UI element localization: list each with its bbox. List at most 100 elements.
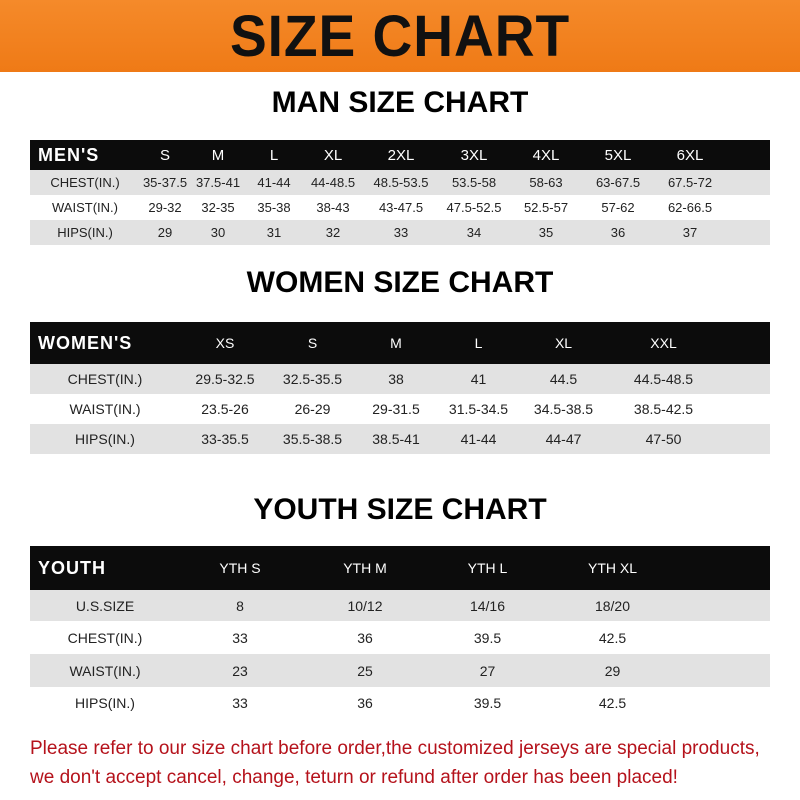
cell: 33	[232, 629, 248, 646]
cell: 32.5-35.5	[282, 371, 343, 387]
cell: M	[211, 146, 225, 164]
women-title: WOMEN SIZE CHART	[246, 266, 554, 299]
banner-title: SIZE CHART	[229, 3, 571, 69]
cell: 48.5-53.5	[373, 175, 429, 190]
row-label: MEN'S	[38, 144, 100, 165]
cell: 36	[357, 694, 373, 711]
cell: L	[269, 146, 279, 164]
row-label: HIPS(IN.)	[75, 431, 135, 447]
header-row: YOUTH YTH S YTH M YTH L YTH XL	[30, 546, 770, 590]
cell: 29-32	[148, 200, 182, 215]
cell: 18/20	[594, 597, 631, 614]
cell: 5XL	[604, 146, 632, 164]
cell: 35	[538, 225, 554, 240]
row-label: CHEST(IN.)	[67, 629, 143, 646]
table-row: CHEST(IN.) 29.5-32.5 32.5-35.5 38 41 44.5 44.5…	[30, 364, 770, 394]
cell: 36	[610, 225, 626, 240]
cell: 27	[479, 662, 496, 679]
cell: XXL	[650, 335, 677, 351]
cell: 23.5-26	[201, 401, 249, 417]
cell: 38.5-41	[372, 431, 420, 447]
table-row: CHEST(IN.) 33 36 39.5 42.5	[30, 621, 770, 654]
cell: 38	[388, 371, 404, 387]
table-row: WAIST(IN.) 23 25 27 29	[30, 654, 770, 687]
men-title: MAN SIZE CHART	[271, 86, 529, 119]
cell: 62-66.5	[667, 200, 713, 215]
cell: 10/12	[347, 597, 383, 614]
cell: 34.5-38.5	[533, 401, 594, 417]
cell: 29	[157, 225, 173, 240]
cell: 41-44	[257, 175, 291, 190]
cell: 43-47.5	[378, 200, 424, 215]
cell: 14/16	[469, 597, 506, 614]
cell: 38-43	[316, 200, 350, 215]
cell: XL	[554, 335, 573, 351]
men-table: MEN'S S M L XL 2XL 3XL 4XL 5XL 6XL CHEST(IN.) 35-37…	[30, 140, 770, 245]
cell: 35-37.5	[142, 175, 188, 190]
notice: Please refer to our size chart before or…	[30, 734, 790, 792]
cell: L	[474, 335, 483, 351]
cell: 33	[232, 694, 248, 711]
cell: YTH M	[343, 560, 387, 576]
cell: 4XL	[532, 146, 560, 164]
cell: 67.5-72	[667, 175, 713, 190]
cell: 30	[210, 225, 226, 240]
row-label: WAIST(IN.)	[52, 200, 118, 215]
cell: 53.5-58	[451, 175, 497, 190]
cell: S	[307, 335, 318, 351]
cell: 33-35.5	[201, 431, 249, 447]
cell: 25	[357, 662, 373, 679]
cell: 42.5	[598, 694, 627, 711]
cell: 44-48.5	[310, 175, 356, 190]
women-table: WOMEN'S XS S M L XL XXL CHEST(IN.) 29.5-32.5 32.5…	[30, 322, 770, 454]
table-row: HIPS(IN.) 33-35.5 35.5-38.5 38.5-41 41-44 44-…	[30, 424, 770, 454]
cell: 39.5	[473, 694, 502, 711]
row-label: U.S.SIZE	[75, 597, 135, 614]
row-label: WAIST(IN.)	[69, 662, 141, 679]
table-row: WAIST(IN.) 23.5-26 26-29 29-31.5 31.5-34.5 34…	[30, 394, 770, 424]
table-row: WAIST(IN.) 29-32 32-35 35-38 38-43 43-47.5 47.…	[30, 195, 770, 220]
cell: 41-44	[460, 431, 497, 447]
cell: 31	[266, 225, 282, 240]
cell: 32	[325, 225, 341, 240]
cell: S	[159, 146, 170, 164]
table-row: CHEST(IN.) 35-37.5 37.5-41 41-44 44-48.5 48.5…	[30, 170, 770, 195]
cell: 3XL	[460, 146, 488, 164]
cell: 36	[357, 629, 373, 646]
cell: 37	[682, 225, 698, 240]
cell: YTH XL	[587, 560, 637, 576]
cell: 29-31.5	[372, 401, 420, 417]
row-label: WOMEN'S	[38, 332, 133, 353]
youth-title: YOUTH SIZE CHART	[253, 493, 547, 526]
row-label: WAIST(IN.)	[69, 401, 141, 417]
cell: 58-63	[529, 175, 563, 190]
header-row: MEN'S S M L XL 2XL 3XL 4XL 5XL 6XL	[30, 140, 770, 170]
cell: 23	[232, 662, 248, 679]
cell: 44-47	[545, 431, 582, 447]
cell: 52.5-57	[523, 200, 569, 215]
table-row: U.S.SIZE 8 10/12 14/16 18/20	[30, 590, 770, 621]
row-label: HIPS(IN.)	[75, 694, 135, 711]
cell: 29	[604, 662, 621, 679]
table-row: HIPS(IN.) 33 36 39.5 42.5	[30, 687, 770, 718]
cell: 6XL	[676, 146, 704, 164]
table-row: HIPS(IN.) 29 30 31 32 33 34 35 36 37	[30, 220, 770, 245]
row-label: CHEST(IN.)	[50, 175, 120, 190]
notice-line: Please refer to our size chart before or…	[30, 738, 760, 759]
youth-table: YOUTH YTH S YTH M YTH L YTH XL U.S.SIZE 8 10/12…	[30, 546, 770, 718]
row-label: HIPS(IN.)	[57, 225, 113, 240]
cell: 41	[470, 371, 487, 387]
cell: XL	[323, 146, 343, 164]
cell: 2XL	[387, 146, 415, 164]
cell: 8	[236, 597, 244, 614]
cell: 37.5-41	[195, 175, 241, 190]
cell: 35.5-38.5	[282, 431, 343, 447]
banner: SIZE CHART	[0, 0, 800, 72]
row-label: YOUTH	[38, 557, 106, 578]
cell: 47-50	[645, 431, 682, 447]
cell: 29.5-32.5	[195, 371, 255, 387]
cell: 44.5-48.5	[633, 371, 694, 387]
cell: 33	[393, 225, 409, 240]
row-label: CHEST(IN.)	[67, 371, 143, 387]
notice-line: we don't accept cancel, change, teturn o…	[30, 767, 678, 788]
